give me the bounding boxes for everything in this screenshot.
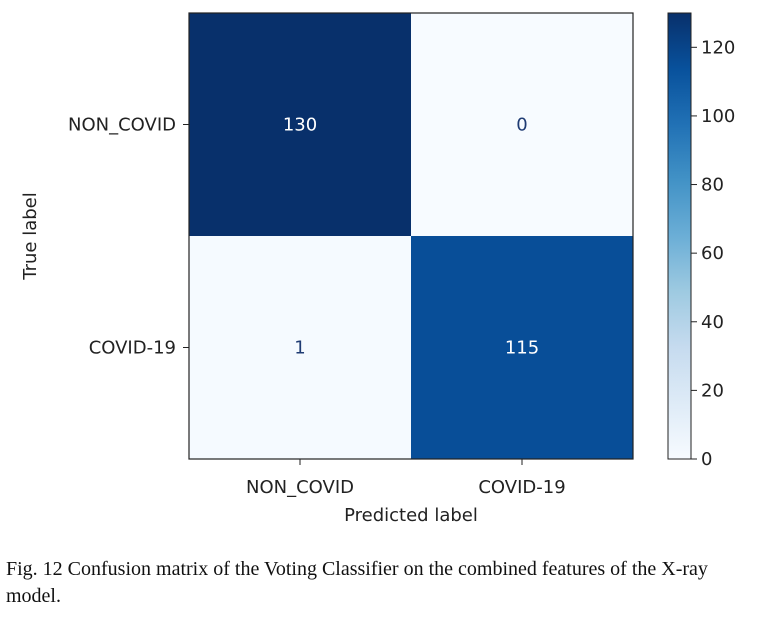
x-axis-label: Predicted label: [344, 505, 478, 526]
y-tick-label-non-covid: NON_COVID: [68, 115, 176, 136]
cell-value-non-covid-non-covid: 130: [283, 115, 317, 136]
y-tick-label-covid-19: COVID-19: [89, 338, 176, 359]
x-axis-ticks: NON_COVID COVID-19: [246, 459, 566, 498]
colorbar: 0 20 40 60 80 100 120: [667, 12, 735, 470]
colorbar-frame: [667, 12, 692, 460]
x-tick-label-non-covid: NON_COVID: [246, 477, 354, 498]
matrix-cells: 130 0 1 115: [189, 13, 633, 459]
colorbar-tick-label-60: 60: [701, 243, 724, 264]
cell-value-covid-19-covid-19: 115: [505, 338, 539, 359]
plot-frame: [188, 12, 634, 460]
colorbar-tick-label-40: 40: [701, 312, 724, 333]
y-axis-ticks: NON_COVID COVID-19: [68, 115, 189, 359]
y-axis-label: True label: [20, 192, 41, 281]
colorbar-gradient: [668, 13, 691, 459]
cell-covid-19-non-covid: [189, 236, 411, 459]
colorbar-ticks: 0 20 40 60 80 100 120: [691, 37, 735, 470]
colorbar-tick-label-80: 80: [701, 175, 724, 196]
colorbar-tick-label-20: 20: [701, 380, 724, 401]
cell-value-non-covid-covid-19: 0: [516, 115, 527, 136]
cell-non-covid-covid-19: [411, 13, 633, 236]
confusion-matrix-figure: 130 0 1 115 NON_COVID COVID-19 NON_COVID COVI…: [20, 12, 735, 526]
cell-value-covid-19-non-covid: 1: [294, 338, 305, 359]
figure-caption: Fig. 12 Confusion matrix of the Voting C…: [6, 558, 708, 607]
cell-non-covid-non-covid: [189, 13, 411, 236]
cell-covid-19-covid-19: [411, 236, 633, 459]
colorbar-tick-label-0: 0: [701, 449, 712, 470]
x-tick-label-covid-19: COVID-19: [478, 477, 565, 498]
colorbar-tick-label-100: 100: [701, 106, 735, 127]
colorbar-tick-label-120: 120: [701, 37, 735, 58]
